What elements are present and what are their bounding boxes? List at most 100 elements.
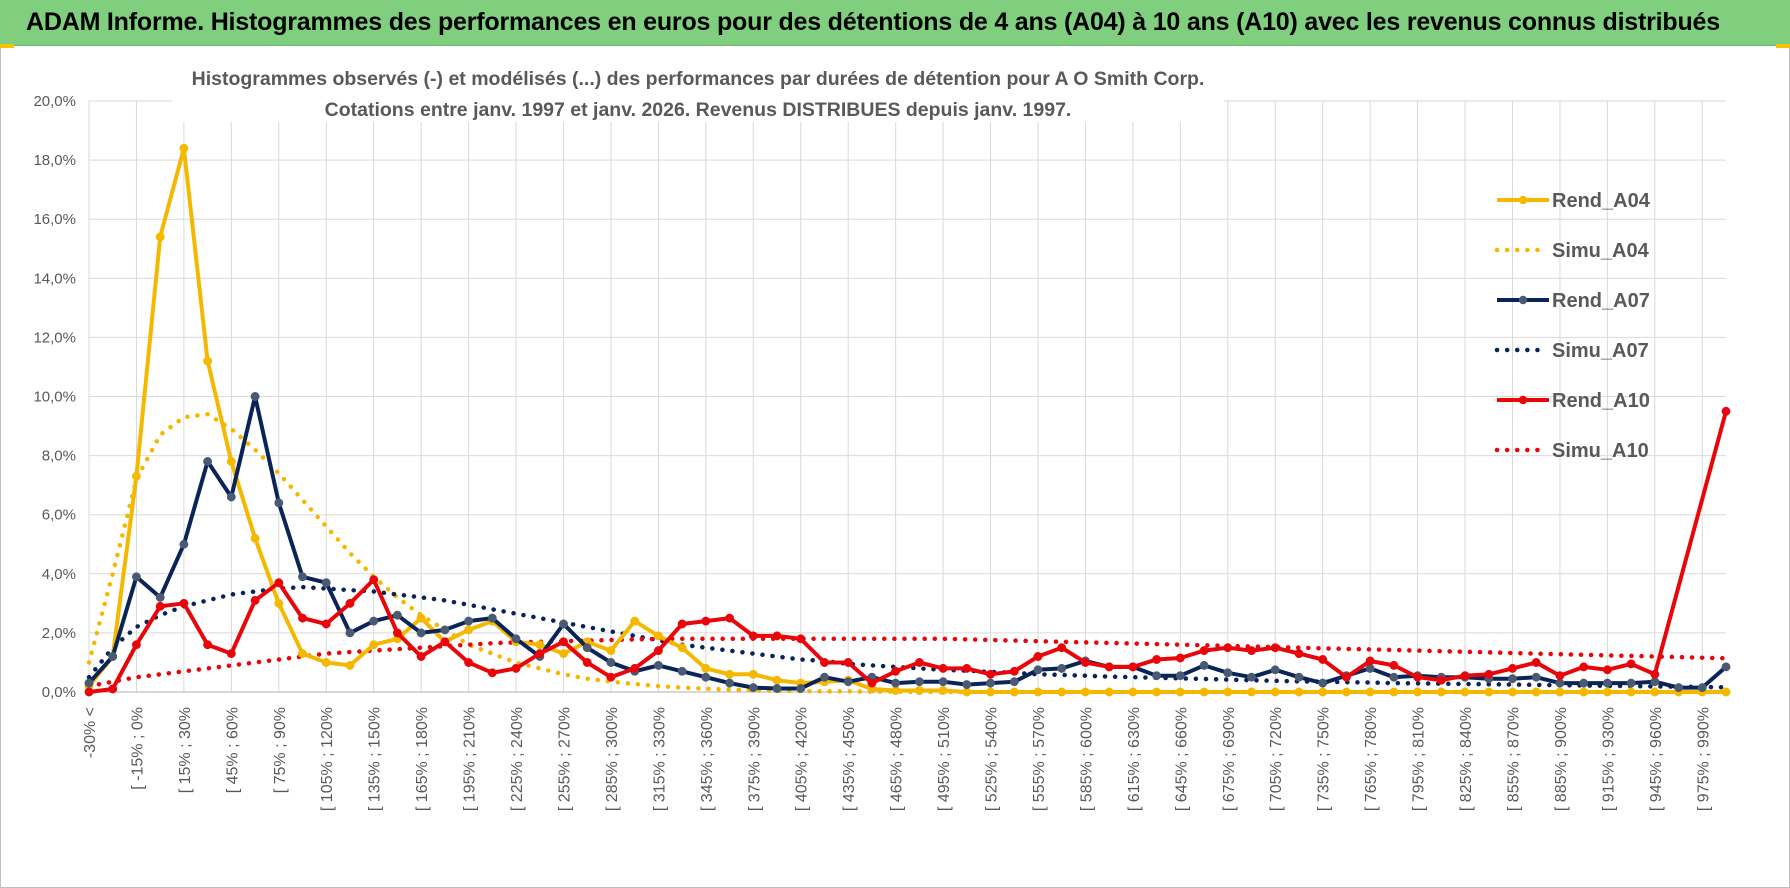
data-point-rend-a07 [203, 457, 213, 466]
x-tick-label: [ 315% ; 330% [651, 707, 668, 811]
data-point-rend-a10 [701, 616, 711, 626]
data-point-rend-a07 [1318, 678, 1328, 688]
data-point-rend-a10 [1508, 663, 1517, 673]
x-tick-label: [ 375% ; 390% [746, 707, 763, 811]
data-point-rend-a07 [392, 610, 402, 620]
data-point-rend-a10 [1318, 655, 1328, 664]
data-point-rend-a10 [464, 658, 474, 667]
data-point-rend-a04 [1033, 687, 1043, 697]
series-line-rend-a04 [87, 146, 1726, 694]
data-point-rend-a10 [1389, 660, 1399, 670]
title-banner: ADAM Informe. Histogrammes des performan… [0, 0, 1790, 46]
data-point-rend-a04 [1247, 687, 1256, 697]
data-point-rend-a10 [725, 613, 735, 623]
data-point-rend-a10 [1057, 643, 1067, 653]
data-point-rend-a04 [1057, 687, 1067, 697]
x-tick-label: [ 15% ; 30% [177, 707, 194, 793]
data-point-rend-a10 [820, 658, 829, 667]
data-point-rend-a04 [226, 457, 236, 466]
data-point-rend-a04 [155, 232, 165, 242]
data-point-rend-a07 [345, 628, 355, 638]
data-point-rend-a10 [1460, 671, 1470, 681]
data-point-rend-a04 [1318, 687, 1328, 697]
series-lines [84, 143, 1731, 697]
data-point-rend-a07 [725, 678, 735, 688]
data-point-rend-a04 [1460, 687, 1470, 697]
data-point-rend-a04 [1128, 687, 1138, 697]
legend-label-rend-a07: Rend_A07 [1552, 290, 1650, 312]
x-tick-label: [ 225% ; 240% [509, 707, 526, 811]
x-tick-label: [ 555% ; 570% [1031, 707, 1048, 811]
x-tick-label: [ 675% ; 690% [1221, 707, 1238, 811]
y-tick-label: 18,0% [33, 152, 76, 169]
data-point-rend-a07 [1009, 677, 1019, 687]
data-point-rend-a10 [1650, 669, 1660, 679]
x-tick-label: [ 975% ; 990% [1695, 707, 1712, 811]
chart-subtitle: Cotations entre janv. 1997 et janv. 2026… [325, 99, 1072, 121]
corner-mark-right [1776, 44, 1790, 48]
data-point-rend-a04 [1508, 687, 1517, 697]
data-point-rend-a07 [1579, 678, 1589, 688]
data-point-rend-a10 [677, 619, 687, 629]
x-tick-label: [ 645% ; 660% [1173, 707, 1190, 811]
data-point-rend-a10 [345, 598, 355, 608]
data-point-rend-a07 [1294, 672, 1304, 682]
data-point-rend-a07 [487, 613, 497, 623]
data-point-rend-a07 [321, 578, 331, 588]
data-point-rend-a07 [416, 628, 426, 638]
chart-title: Histogrammes observés (-) et modélisés (… [192, 68, 1205, 90]
data-point-rend-a07 [226, 492, 236, 502]
x-tick-label: [ 405% ; 420% [794, 707, 811, 811]
data-point-rend-a07 [843, 677, 853, 687]
data-point-rend-a07 [1199, 660, 1209, 670]
data-point-rend-a10 [487, 668, 497, 678]
data-point-rend-a10 [1413, 672, 1423, 682]
data-point-rend-a10 [440, 637, 450, 647]
data-point-rend-a10 [938, 663, 948, 673]
legend-label-rend-a04: Rend_A04 [1552, 190, 1651, 212]
data-point-rend-a04 [1223, 687, 1233, 697]
data-point-rend-a04 [1009, 687, 1019, 697]
x-tick-label: [ 945% ; 960% [1648, 707, 1665, 811]
data-point-rend-a07 [772, 684, 782, 693]
data-point-rend-a10 [1365, 656, 1375, 666]
x-tick-label: [ 465% ; 480% [889, 707, 906, 811]
data-point-rend-a10 [1199, 646, 1209, 656]
y-tick-label: 2,0% [42, 625, 76, 642]
x-tick-label: [ 45% ; 60% [224, 707, 241, 793]
legend-marker-rend-a04 [1518, 195, 1528, 205]
data-point-rend-a04 [1602, 687, 1612, 697]
data-point-rend-a10 [796, 634, 806, 644]
x-tick-label: [ 825% ; 840% [1458, 707, 1475, 811]
x-tick-label: [ 765% ; 780% [1363, 707, 1380, 811]
data-point-rend-a10 [748, 631, 758, 641]
data-point-rend-a10 [914, 658, 924, 667]
x-tick-label: [ 735% ; 750% [1316, 707, 1333, 811]
data-point-rend-a07 [1626, 678, 1636, 688]
legend-label-rend-a10: Rend_A10 [1552, 390, 1650, 412]
data-point-rend-a07 [962, 680, 972, 690]
data-point-rend-a04 [677, 643, 687, 653]
data-point-rend-a04 [131, 471, 141, 481]
data-point-rend-a04 [345, 660, 355, 670]
data-point-rend-a04 [1080, 687, 1090, 697]
data-point-rend-a04 [179, 143, 189, 153]
legend-label-simu-a04: Simu_A04 [1552, 240, 1650, 262]
data-point-rend-a04 [416, 613, 426, 623]
x-tick-label: [ 795% ; 810% [1411, 707, 1428, 811]
data-point-rend-a07 [179, 539, 189, 549]
data-point-rend-a07 [155, 592, 165, 602]
data-point-rend-a10 [559, 637, 568, 647]
data-point-rend-a10 [226, 649, 236, 659]
data-point-rend-a04 [1413, 687, 1423, 697]
data-point-rend-a04 [1294, 687, 1304, 697]
data-point-rend-a04 [725, 669, 735, 679]
data-point-rend-a07 [701, 672, 711, 682]
data-point-rend-a10 [1626, 659, 1636, 669]
y-axis: 0,0% 2,0% 4,0% 6,0% 8,0% 10,0% 12,0% 14,0% 16,0%… [33, 93, 76, 701]
data-point-rend-a10 [1555, 671, 1565, 681]
y-tick-label: 16,0% [33, 211, 76, 228]
data-point-rend-a04 [938, 686, 948, 695]
data-point-rend-a10 [1033, 652, 1043, 661]
data-point-rend-a07 [559, 619, 568, 629]
